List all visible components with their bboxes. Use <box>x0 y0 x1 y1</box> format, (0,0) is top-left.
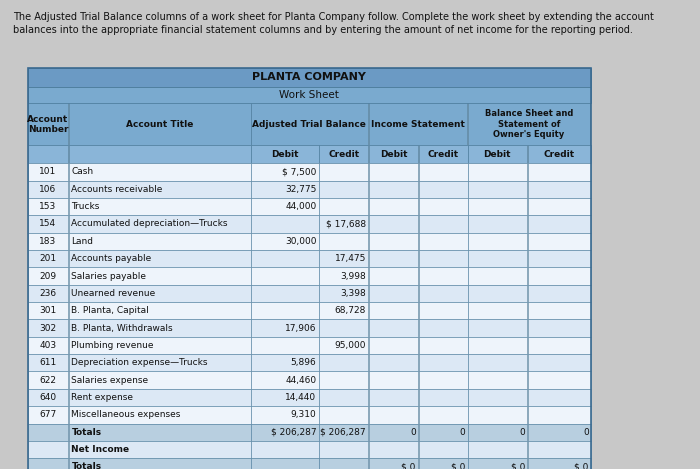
Text: Debit: Debit <box>271 150 298 159</box>
Text: 14,440: 14,440 <box>286 393 316 402</box>
Text: 106: 106 <box>39 185 57 194</box>
Text: Totals: Totals <box>71 462 101 469</box>
Text: PLANTA COMPANY: PLANTA COMPANY <box>253 72 366 83</box>
Text: Credit: Credit <box>428 150 458 159</box>
Text: Account
Number: Account Number <box>27 114 69 134</box>
Text: Debit: Debit <box>379 150 407 159</box>
Text: 154: 154 <box>39 219 57 228</box>
Text: 0: 0 <box>519 428 525 437</box>
Text: 17,906: 17,906 <box>285 324 316 333</box>
Text: 9,310: 9,310 <box>290 410 316 419</box>
Text: 183: 183 <box>39 237 57 246</box>
Text: Income Statement: Income Statement <box>371 120 465 129</box>
Text: Unearned revenue: Unearned revenue <box>71 289 155 298</box>
Text: 677: 677 <box>39 410 57 419</box>
Text: 44,460: 44,460 <box>286 376 316 385</box>
Text: 0: 0 <box>410 428 416 437</box>
Text: $ 7,500: $ 7,500 <box>282 167 316 176</box>
Text: Credit: Credit <box>328 150 359 159</box>
Text: $ 0: $ 0 <box>401 462 416 469</box>
Text: 403: 403 <box>39 341 57 350</box>
Text: 32,775: 32,775 <box>285 185 316 194</box>
Text: Net Income: Net Income <box>71 445 130 454</box>
Text: Cash: Cash <box>71 167 94 176</box>
Text: Plumbing revenue: Plumbing revenue <box>71 341 154 350</box>
Text: $ 0: $ 0 <box>510 462 525 469</box>
Text: Accounts receivable: Accounts receivable <box>71 185 163 194</box>
Text: 101: 101 <box>39 167 57 176</box>
Text: 68,728: 68,728 <box>335 306 366 315</box>
Text: $ 0: $ 0 <box>451 462 466 469</box>
Text: 622: 622 <box>39 376 57 385</box>
Text: Land: Land <box>71 237 93 246</box>
Text: B. Planta, Capital: B. Planta, Capital <box>71 306 149 315</box>
Text: 301: 301 <box>39 306 57 315</box>
Text: 95,000: 95,000 <box>335 341 366 350</box>
Text: Accounts payable: Accounts payable <box>71 254 152 263</box>
Text: Rent expense: Rent expense <box>71 393 134 402</box>
Text: 611: 611 <box>39 358 57 367</box>
Text: $ 206,287: $ 206,287 <box>321 428 366 437</box>
Text: Adjusted Trial Balance: Adjusted Trial Balance <box>252 120 366 129</box>
Text: Depreciation expense—Trucks: Depreciation expense—Trucks <box>71 358 208 367</box>
Text: 153: 153 <box>39 202 57 211</box>
Text: 30,000: 30,000 <box>285 237 316 246</box>
Text: 5,896: 5,896 <box>290 358 316 367</box>
Text: Credit: Credit <box>544 150 575 159</box>
Text: Account Title: Account Title <box>126 120 193 129</box>
Text: Work Sheet: Work Sheet <box>279 90 340 100</box>
Text: The Adjusted Trial Balance columns of a work sheet for Planta Company follow. Co: The Adjusted Trial Balance columns of a … <box>13 12 654 35</box>
Text: Totals: Totals <box>71 428 101 437</box>
Text: Debit: Debit <box>484 150 511 159</box>
Text: 201: 201 <box>39 254 57 263</box>
Text: Salaries payable: Salaries payable <box>71 272 146 280</box>
Text: Salaries expense: Salaries expense <box>71 376 148 385</box>
Text: Trucks: Trucks <box>71 202 100 211</box>
Text: 209: 209 <box>39 272 57 280</box>
Text: Accumulated depreciation—Trucks: Accumulated depreciation—Trucks <box>71 219 228 228</box>
Text: B. Planta, Withdrawals: B. Planta, Withdrawals <box>71 324 173 333</box>
Text: 0: 0 <box>583 428 589 437</box>
Text: $ 17,688: $ 17,688 <box>326 219 366 228</box>
Text: 3,398: 3,398 <box>340 289 366 298</box>
Text: 17,475: 17,475 <box>335 254 366 263</box>
Text: Balance Sheet and
Statement of
Owner's Equity: Balance Sheet and Statement of Owner's E… <box>484 109 573 139</box>
Text: $ 0: $ 0 <box>574 462 589 469</box>
Text: 3,998: 3,998 <box>340 272 366 280</box>
Text: 302: 302 <box>39 324 57 333</box>
Text: 236: 236 <box>39 289 57 298</box>
Text: $ 206,287: $ 206,287 <box>271 428 316 437</box>
Text: 640: 640 <box>39 393 57 402</box>
Text: 0: 0 <box>460 428 466 437</box>
Text: 44,000: 44,000 <box>285 202 316 211</box>
Text: Miscellaneous expenses: Miscellaneous expenses <box>71 410 181 419</box>
